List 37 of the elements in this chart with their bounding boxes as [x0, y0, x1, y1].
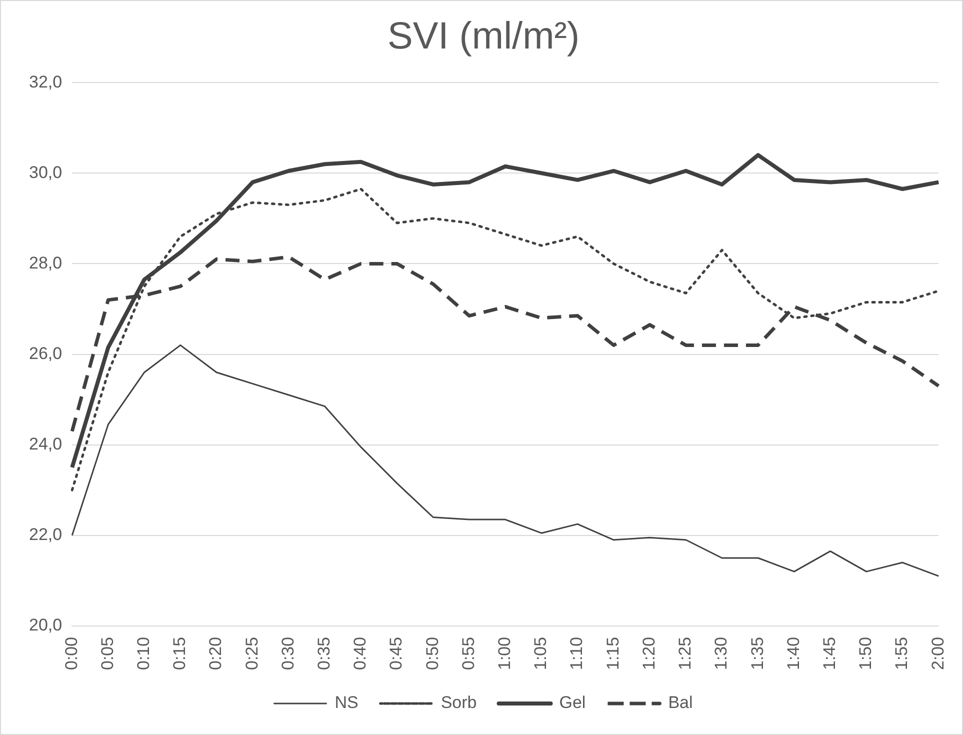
x-tick-label: 1:15: [603, 636, 622, 670]
x-tick-label: 0:25: [242, 636, 262, 670]
x-tick-label: 0:10: [134, 636, 153, 670]
y-tick-label: 28,0: [28, 253, 62, 272]
x-tick-label: 0:05: [98, 636, 117, 670]
x-tick-label: 1:20: [639, 636, 658, 670]
x-tick-label: 1:10: [567, 636, 586, 670]
x-tick-label: 1:45: [820, 636, 839, 670]
x-tick-label: 1:40: [784, 636, 803, 670]
y-tick-label: 20,0: [28, 616, 62, 635]
x-tick-label: 0:55: [458, 636, 478, 670]
x-tick-label: 1:55: [892, 636, 912, 670]
y-tick-label: 24,0: [28, 434, 62, 454]
legend-label: Sorb: [440, 693, 477, 712]
x-tick-label: 0:30: [278, 636, 298, 670]
x-tick-label: 0:20: [206, 636, 226, 670]
x-tick-label: 0:35: [314, 636, 334, 670]
x-tick-label: 0:15: [170, 636, 190, 670]
x-tick-label: 0:40: [350, 636, 370, 670]
x-tick-label: 1:30: [712, 636, 731, 670]
x-tick-label: 1:00: [495, 636, 514, 670]
legend-label: NS: [334, 693, 358, 712]
y-tick-label: 26,0: [28, 344, 62, 363]
chart-title: SVI (ml/m²): [387, 15, 580, 58]
x-tick-label: 2:00: [928, 636, 948, 670]
x-tick-label: 0:00: [62, 636, 81, 670]
x-tick-label: 1:25: [676, 636, 695, 670]
x-tick-label: 1:50: [856, 636, 876, 670]
legend-label: Bal: [668, 693, 693, 712]
x-tick-label: 0:45: [386, 636, 406, 670]
y-tick-label: 22,0: [28, 525, 62, 544]
legend-label: Gel: [559, 693, 586, 712]
x-tick-label: 1:05: [531, 636, 550, 670]
y-tick-label: 32,0: [28, 72, 62, 92]
x-tick-label: 1:35: [748, 636, 767, 670]
y-tick-label: 30,0: [28, 162, 62, 182]
x-tick-label: 0:50: [422, 636, 442, 670]
